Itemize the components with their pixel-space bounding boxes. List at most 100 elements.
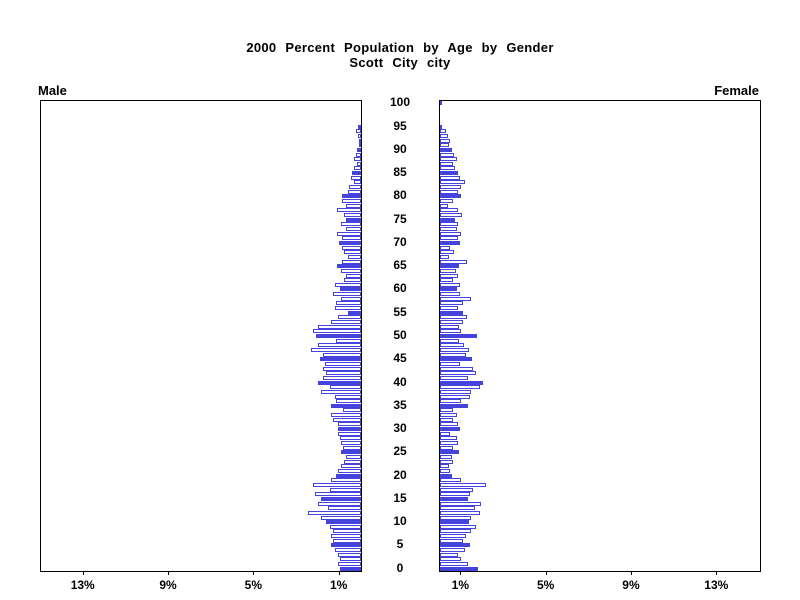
female-bar-age-80 (440, 194, 462, 199)
male-bar-age-1 (337, 562, 361, 567)
male-bar-age-25 (341, 450, 361, 455)
female-bar-age-54 (440, 315, 468, 320)
age-label-50: 50 (393, 328, 407, 343)
male-bar-age-70 (338, 240, 361, 245)
female-bar-age-51 (440, 329, 462, 334)
male-axis-label: Male (38, 83, 67, 98)
male-tick-label-1pct: 1% (329, 578, 348, 592)
male-bar-age-47 (311, 347, 361, 352)
male-bar-age-66 (341, 259, 361, 264)
male-bar-age-80 (341, 194, 361, 199)
male-bar-age-57 (336, 301, 361, 306)
female-bar-age-22 (440, 464, 450, 469)
male-bar-age-28 (339, 436, 361, 441)
chart-title-line2: Scott City city (349, 55, 451, 70)
male-bar-age-72 (337, 231, 361, 236)
male-bar-age-55 (347, 310, 361, 315)
female-bar-age-49 (440, 338, 460, 343)
male-bar-age-48 (318, 343, 361, 348)
male-bar-age-67 (347, 254, 361, 259)
male-bar-age-42 (326, 371, 361, 376)
female-bar-age-67 (440, 254, 450, 259)
female-bar-age-91 (440, 143, 450, 148)
age-label-75: 75 (393, 211, 407, 226)
female-bar-age-57 (440, 301, 464, 306)
female-bar-age-63 (440, 273, 459, 278)
female-bar-age-43 (440, 366, 474, 371)
female-axis-label: Female (714, 83, 759, 98)
male-bar-age-43 (323, 366, 361, 371)
female-bar-age-89 (440, 152, 454, 157)
male-bar-age-23 (344, 459, 361, 464)
male-bar-age-68 (344, 250, 361, 255)
male-bar-age-73 (346, 226, 361, 231)
age-label-60: 60 (393, 281, 407, 296)
female-tick-5pct (545, 571, 547, 575)
female-bar-age-56 (440, 306, 459, 311)
female-bar-age-84 (440, 175, 461, 180)
male-bar-age-33 (331, 413, 361, 418)
female-bar-age-41 (440, 375, 469, 380)
female-bar-age-66 (440, 259, 468, 264)
male-bar-age-13 (327, 506, 361, 511)
male-bar-age-82 (349, 185, 361, 190)
male-bar-age-35 (331, 403, 361, 408)
age-label-70: 70 (393, 234, 407, 249)
male-bar-age-78 (346, 203, 361, 208)
male-bar-age-8 (332, 529, 361, 534)
male-bar-age-20 (336, 473, 361, 478)
female-bar-age-38 (440, 389, 472, 394)
age-label-90: 90 (393, 141, 407, 156)
male-bar-age-44 (324, 361, 361, 366)
age-label-35: 35 (393, 397, 407, 412)
female-bar-age-88 (440, 157, 457, 162)
female-bar-age-4 (440, 548, 465, 553)
female-bar-age-86 (440, 166, 455, 171)
female-bar-age-72 (440, 231, 462, 236)
male-bar-age-91 (358, 143, 361, 148)
male-bar-age-34 (342, 408, 361, 413)
male-bar-age-75 (346, 217, 361, 222)
male-bar-age-22 (341, 464, 361, 469)
male-bar-age-56 (334, 306, 361, 311)
female-bar-age-70 (440, 240, 461, 245)
female-bar-age-68 (440, 250, 454, 255)
female-bar-age-10 (440, 520, 469, 525)
female-bar-age-39 (440, 385, 480, 390)
female-bar-age-2 (440, 557, 462, 562)
male-bar-age-81 (347, 189, 361, 194)
age-label-100: 100 (389, 95, 411, 110)
male-bar-age-27 (341, 441, 361, 446)
male-bar-age-94 (356, 129, 361, 134)
male-bar-age-53 (331, 320, 361, 325)
female-bar-age-12 (440, 510, 480, 515)
male-bar-age-84 (351, 175, 361, 180)
female-bar-age-0 (440, 566, 478, 571)
male-bar-age-69 (341, 245, 361, 250)
female-bar-age-31 (440, 422, 459, 427)
female-bar-age-95 (440, 124, 442, 129)
female-bar-age-74 (440, 222, 459, 227)
male-bar-age-0 (339, 566, 361, 571)
female-bar-age-58 (440, 296, 472, 301)
age-label-30: 30 (393, 421, 407, 436)
male-bar-age-65 (337, 264, 361, 269)
male-bar-age-4 (334, 548, 361, 553)
female-bar-age-35 (440, 403, 469, 408)
male-bar-age-74 (340, 222, 361, 227)
female-bar-age-69 (440, 245, 450, 250)
male-bar-age-24 (346, 455, 361, 459)
female-bar-age-94 (440, 129, 446, 134)
female-bar-age-42 (440, 371, 477, 376)
female-bar-age-60 (440, 287, 457, 292)
female-bar-age-27 (440, 441, 459, 446)
female-bar-age-16 (440, 492, 470, 497)
age-label-95: 95 (393, 118, 407, 133)
female-bar-age-19 (440, 478, 462, 483)
male-bar-age-30 (337, 427, 361, 432)
female-bar-age-75 (440, 217, 455, 222)
female-bar-age-77 (440, 208, 459, 213)
male-bar-age-7 (331, 534, 361, 539)
female-bar-age-23 (440, 459, 454, 464)
age-label-85: 85 (393, 165, 407, 180)
